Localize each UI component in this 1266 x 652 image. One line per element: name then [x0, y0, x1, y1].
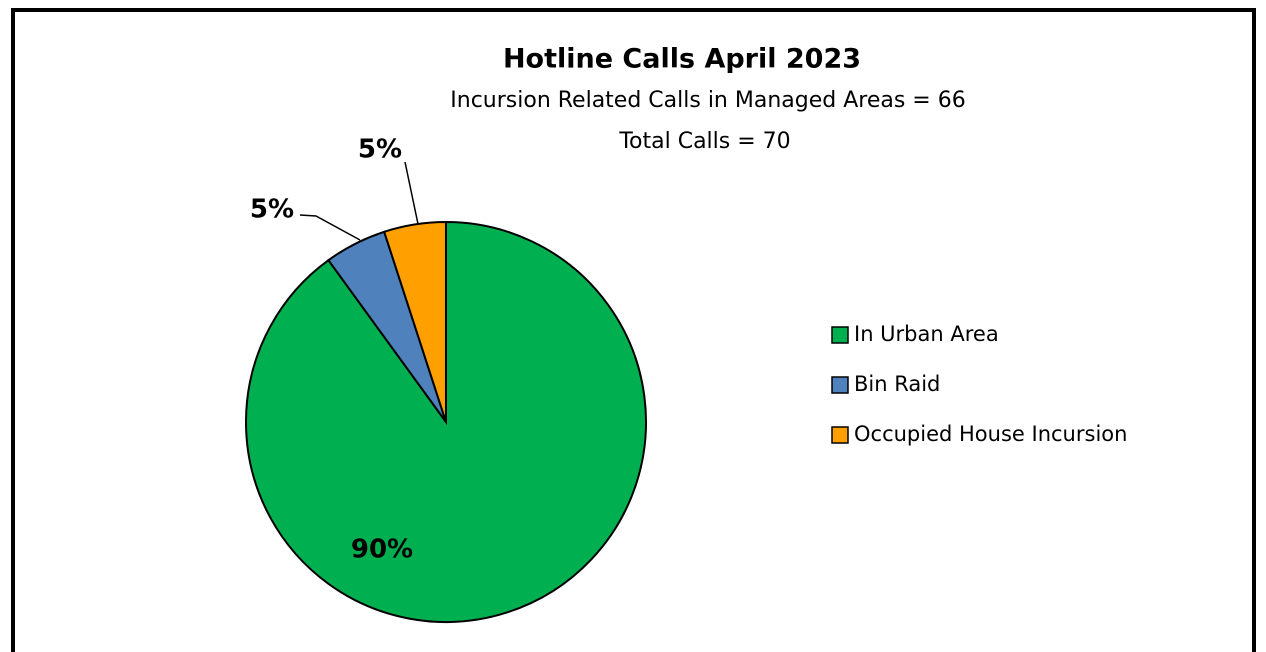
data-label: 90%	[351, 535, 413, 565]
data-label: 5%	[358, 135, 402, 165]
legend-swatch	[831, 426, 849, 444]
legend-swatch	[831, 326, 849, 344]
legend-label: Bin Raid	[854, 372, 940, 396]
chart-subtitle: Incursion Related Calls in Managed Areas…	[450, 88, 965, 113]
chart-subtitle: Total Calls = 70	[618, 129, 790, 154]
pie-slice	[382, 220, 447, 423]
leader-line	[404, 161, 419, 225]
legend-label: In Urban Area	[854, 322, 999, 346]
leader-line	[299, 214, 361, 241]
legend-label: Occupied House Incursion	[854, 422, 1127, 446]
chart-title: Hotline Calls April 2023	[503, 44, 861, 75]
data-label: 5%	[250, 195, 294, 225]
legend-swatch	[831, 376, 849, 394]
frame	[11, 8, 1256, 652]
